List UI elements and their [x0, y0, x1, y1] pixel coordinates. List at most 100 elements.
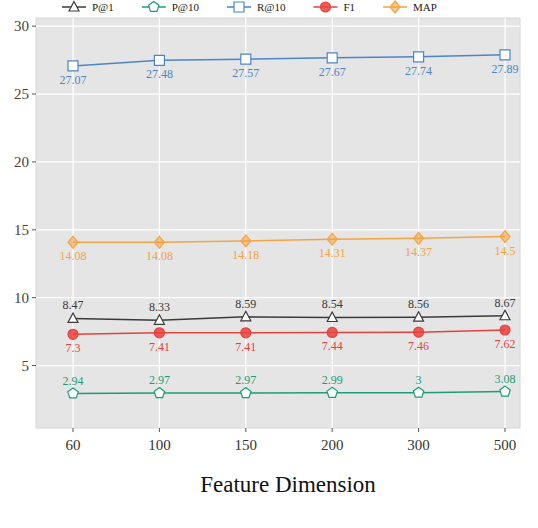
- data-label: 14.5: [495, 244, 516, 258]
- point: [327, 233, 337, 245]
- point: [154, 388, 164, 398]
- y-grid: [36, 161, 520, 162]
- chart: 5101520253060100150200300500Feature Dime…: [0, 0, 538, 528]
- legend-label: R@10: [257, 1, 286, 13]
- data-label: 14.08: [60, 249, 87, 263]
- point: [414, 327, 424, 337]
- legend-marker: [390, 1, 400, 13]
- series-line: [73, 237, 505, 243]
- point: [68, 388, 78, 398]
- data-label: 2.94: [63, 374, 84, 388]
- legend-marker: [234, 2, 244, 12]
- chart-root: 5101520253060100150200300500Feature Dime…: [0, 0, 538, 528]
- point: [68, 236, 78, 248]
- point: [327, 53, 337, 63]
- y-tick: [32, 297, 36, 298]
- point: [414, 52, 424, 62]
- x-tick: [505, 428, 506, 432]
- legend-label: MAP: [413, 1, 437, 13]
- data-label: 14.18: [232, 248, 259, 262]
- x-tick-label: 500: [494, 437, 517, 453]
- data-label: 3.08: [495, 372, 516, 386]
- point: [414, 312, 424, 322]
- legend-marker: [69, 2, 79, 12]
- y-grid: [36, 26, 520, 27]
- x-tick: [159, 428, 160, 432]
- data-label: 8.67: [495, 296, 516, 310]
- series-line: [73, 392, 505, 394]
- data-label: 7.44: [322, 339, 343, 353]
- data-label: 14.08: [146, 249, 173, 263]
- x-grid: [332, 18, 333, 428]
- point: [241, 311, 251, 321]
- x-tick: [245, 428, 246, 432]
- y-tick-label: 25: [14, 86, 29, 102]
- legend-label: F1: [343, 1, 355, 13]
- x-tick-label: 200: [321, 437, 344, 453]
- data-label: 8.56: [408, 297, 429, 311]
- y-tick: [32, 365, 36, 366]
- y-tick-label: 15: [14, 222, 29, 238]
- data-label: 27.48: [146, 67, 173, 81]
- series-group: [68, 50, 510, 398]
- data-label: 27.67: [319, 65, 346, 79]
- y-grid: [36, 297, 520, 298]
- data-label: 7.41: [235, 340, 256, 354]
- legend-marker: [320, 2, 330, 12]
- point: [327, 387, 337, 397]
- y-tick: [32, 26, 36, 27]
- data-label: 27.57: [232, 66, 259, 80]
- data-label: 8.54: [322, 297, 343, 311]
- x-grid: [418, 18, 419, 428]
- x-tick-label: 60: [66, 437, 81, 453]
- point: [68, 61, 78, 71]
- point: [241, 54, 251, 64]
- data-label: 27.07: [60, 73, 87, 87]
- data-label: 8.33: [149, 300, 170, 314]
- y-tick-label: 20: [14, 154, 29, 170]
- point: [500, 386, 510, 396]
- y-tick-label: 10: [14, 290, 29, 306]
- x-tick-label: 150: [235, 437, 258, 453]
- y-grid: [36, 365, 520, 366]
- point: [414, 232, 424, 244]
- data-label: 7.3: [66, 341, 81, 355]
- x-tick-label: 300: [407, 437, 430, 453]
- x-grid: [504, 18, 505, 428]
- data-label: 2.97: [149, 373, 170, 387]
- data-label: 2.97: [235, 373, 256, 387]
- y-grid: [36, 229, 520, 230]
- y-tick: [32, 94, 36, 95]
- x-tick-label: 100: [148, 437, 171, 453]
- y-tick: [32, 229, 36, 230]
- point: [500, 310, 510, 320]
- y-tick-label: 30: [14, 18, 29, 34]
- legend: P@1 P@10 R@10 F1 MAP: [62, 1, 437, 13]
- point: [500, 50, 510, 60]
- point: [413, 387, 423, 397]
- point: [241, 388, 251, 398]
- point: [327, 327, 337, 337]
- point: [154, 236, 164, 248]
- plot-panel: [36, 18, 520, 428]
- x-tick: [418, 428, 419, 432]
- x-tick: [73, 428, 74, 432]
- x-tick: [332, 428, 333, 432]
- point: [241, 328, 251, 338]
- legend-label: P@1: [92, 1, 114, 13]
- data-label: 7.41: [149, 340, 170, 354]
- point: [68, 313, 78, 323]
- data-label: 14.37: [405, 245, 432, 259]
- point: [327, 312, 337, 322]
- legend-marker: [149, 2, 159, 12]
- y-tick-label: 5: [22, 358, 30, 374]
- y-tick: [32, 161, 36, 162]
- legend-label: P@10: [172, 1, 200, 13]
- data-label: 8.47: [63, 298, 84, 312]
- point: [68, 329, 78, 339]
- series-line: [73, 330, 505, 334]
- data-label: 27.89: [492, 62, 519, 76]
- point: [154, 55, 164, 65]
- point: [500, 325, 510, 335]
- data-label: 3: [416, 373, 422, 387]
